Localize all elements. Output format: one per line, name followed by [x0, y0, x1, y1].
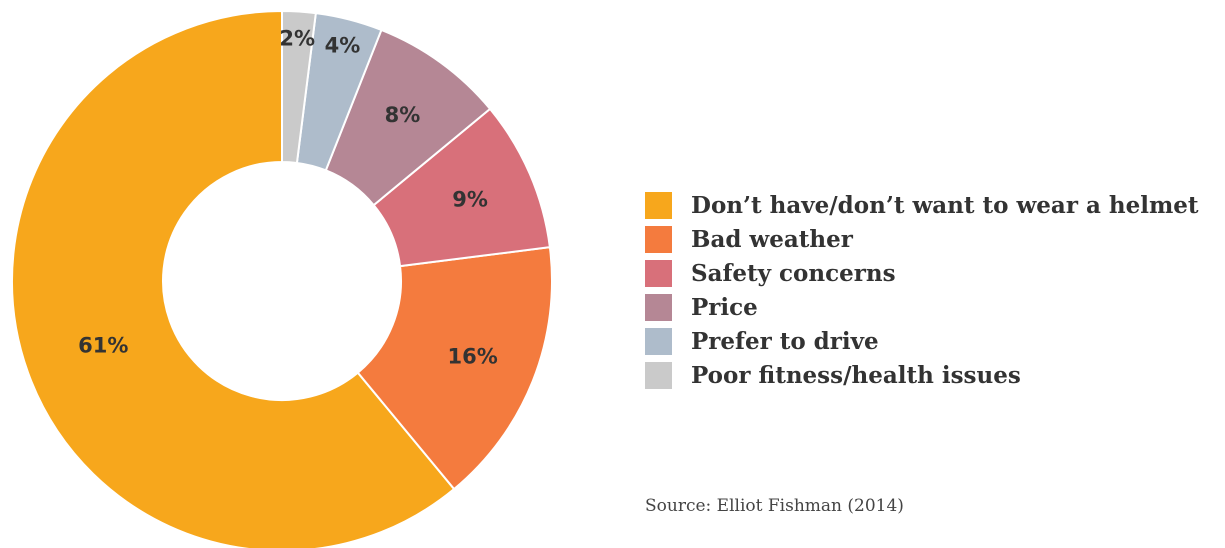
legend-swatch [645, 259, 672, 287]
legend-swatch [645, 293, 672, 321]
legend-label: Price [691, 293, 758, 321]
data-label-1: 61% [78, 333, 128, 357]
data-label-4: 8% [385, 103, 421, 127]
legend-label: Safety concerns [691, 259, 896, 287]
legend-item: Safety concerns [645, 256, 1199, 290]
donut-slice-6 [281, 9, 317, 165]
legend: Don’t have/don’t want to wear a helmet Ba… [645, 188, 1199, 392]
legend-swatch [645, 327, 672, 355]
donut-chart: 61% 16% 9% 8% 4% 2% [11, 9, 553, 548]
donut-slice-2 [356, 246, 553, 491]
legend-item: Poor fitness/health issues [645, 358, 1199, 392]
legend-label: Don’t have/don’t want to wear a helmet [691, 191, 1199, 219]
data-label-2: 16% [447, 344, 497, 368]
legend-item: Bad weather [645, 222, 1199, 256]
legend-label: Prefer to drive [691, 327, 879, 355]
donut-slice-1 [11, 9, 456, 548]
legend-item: Don’t have/don’t want to wear a helmet [645, 188, 1199, 222]
donut-data-labels: 61% 16% 9% 8% 4% 2% [78, 26, 498, 368]
legend-swatch [645, 191, 672, 219]
legend-item: Price [645, 290, 1199, 324]
legend-swatch [645, 225, 672, 253]
data-label-6: 2% [279, 26, 315, 50]
legend-swatch [645, 361, 672, 389]
data-label-3: 9% [452, 188, 488, 212]
donut-slices [11, 9, 553, 548]
source-note: Source: Elliot Fishman (2014) [645, 496, 904, 516]
legend-label: Poor fitness/health issues [691, 361, 1021, 389]
legend-label: Bad weather [691, 225, 853, 253]
legend-item: Prefer to drive [645, 324, 1199, 358]
data-label-5: 4% [325, 34, 361, 58]
